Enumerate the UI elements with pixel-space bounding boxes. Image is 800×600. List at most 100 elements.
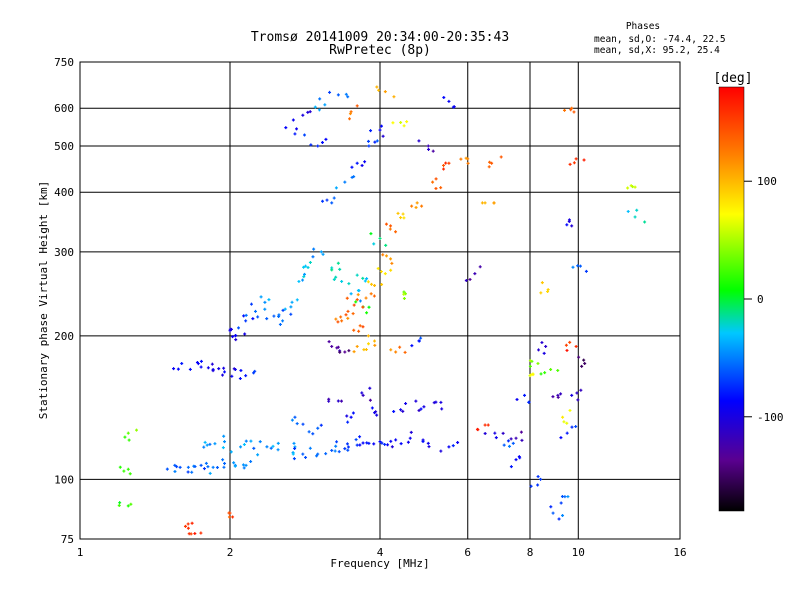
data-point <box>180 361 184 365</box>
data-point <box>231 515 235 519</box>
data-point <box>514 436 518 440</box>
data-point <box>128 472 132 476</box>
data-point <box>565 421 569 425</box>
data-point <box>390 261 394 265</box>
chart-subtitle: RwPretec (8p) <box>329 43 431 58</box>
data-point <box>486 423 490 427</box>
data-point <box>344 313 348 317</box>
data-point <box>361 325 365 329</box>
data-point <box>346 448 350 452</box>
phase-heading: Phases <box>626 21 660 32</box>
data-point <box>252 371 256 375</box>
data-point <box>351 312 355 316</box>
data-point <box>309 143 313 147</box>
data-point <box>402 297 406 301</box>
data-point <box>392 409 396 413</box>
data-point <box>439 400 443 404</box>
data-point <box>325 198 329 202</box>
data-point <box>380 282 384 286</box>
data-point <box>348 117 352 121</box>
data-point <box>127 438 131 442</box>
data-point <box>378 236 382 240</box>
data-point <box>186 526 190 530</box>
data-point <box>566 495 570 499</box>
data-point <box>172 367 176 371</box>
data-point <box>509 465 513 469</box>
colorbar-tick-label: 0 <box>757 293 764 306</box>
data-point <box>488 160 492 164</box>
data-point <box>537 348 541 352</box>
data-point <box>556 395 560 399</box>
data-point <box>350 175 354 179</box>
x-tick-label: 8 <box>527 546 534 559</box>
data-point <box>293 415 297 419</box>
data-point <box>417 139 421 143</box>
data-point <box>176 367 180 371</box>
data-point <box>311 432 315 436</box>
data-point <box>281 319 285 323</box>
data-point <box>271 444 275 448</box>
data-point <box>308 260 312 264</box>
data-point <box>389 348 393 352</box>
data-point <box>363 279 367 283</box>
data-point <box>442 95 446 99</box>
data-point <box>372 242 376 246</box>
data-point <box>355 161 359 165</box>
data-point <box>173 463 177 467</box>
data-point <box>447 445 451 449</box>
data-point <box>427 445 431 449</box>
data-point <box>321 199 325 203</box>
data-point <box>265 445 269 449</box>
data-point <box>223 461 227 465</box>
data-point <box>360 391 364 395</box>
data-point <box>626 186 630 190</box>
data-point <box>551 511 555 515</box>
data-point <box>354 300 358 304</box>
data-point <box>117 504 121 508</box>
data-point <box>402 292 406 296</box>
data-point <box>301 113 305 117</box>
data-point <box>381 134 385 138</box>
data-point <box>284 126 288 130</box>
data-point <box>244 463 248 467</box>
data-point <box>409 430 413 434</box>
data-point <box>221 373 225 377</box>
data-point <box>328 90 332 94</box>
data-point <box>410 344 414 348</box>
data-point <box>536 475 540 479</box>
data-point <box>242 314 246 318</box>
data-point <box>631 185 635 189</box>
data-point <box>355 344 359 348</box>
data-point <box>186 522 190 526</box>
data-point <box>301 452 305 456</box>
data-point <box>377 88 381 92</box>
data-point <box>272 314 276 318</box>
data-point <box>539 291 543 295</box>
data-point <box>336 261 340 265</box>
data-point <box>347 349 351 353</box>
data-point <box>346 95 350 99</box>
data-point <box>643 220 647 224</box>
data-point <box>203 440 207 444</box>
data-point <box>345 296 349 300</box>
data-point <box>340 319 344 323</box>
data-point <box>292 457 296 461</box>
data-point <box>208 442 212 446</box>
data-point <box>227 511 231 515</box>
data-point <box>366 334 370 338</box>
y-tick-label: 400 <box>54 186 74 199</box>
data-point <box>355 104 359 108</box>
data-point <box>289 312 293 316</box>
data-point <box>355 443 359 447</box>
data-point <box>540 341 544 345</box>
data-point <box>373 283 377 287</box>
data-point <box>126 467 130 471</box>
x-tick-label: 16 <box>673 546 686 559</box>
data-points <box>117 85 647 536</box>
data-point <box>401 212 405 216</box>
data-point <box>569 108 573 112</box>
data-point <box>380 441 384 445</box>
data-point <box>380 124 384 128</box>
data-point <box>559 501 563 505</box>
data-point <box>562 420 566 424</box>
